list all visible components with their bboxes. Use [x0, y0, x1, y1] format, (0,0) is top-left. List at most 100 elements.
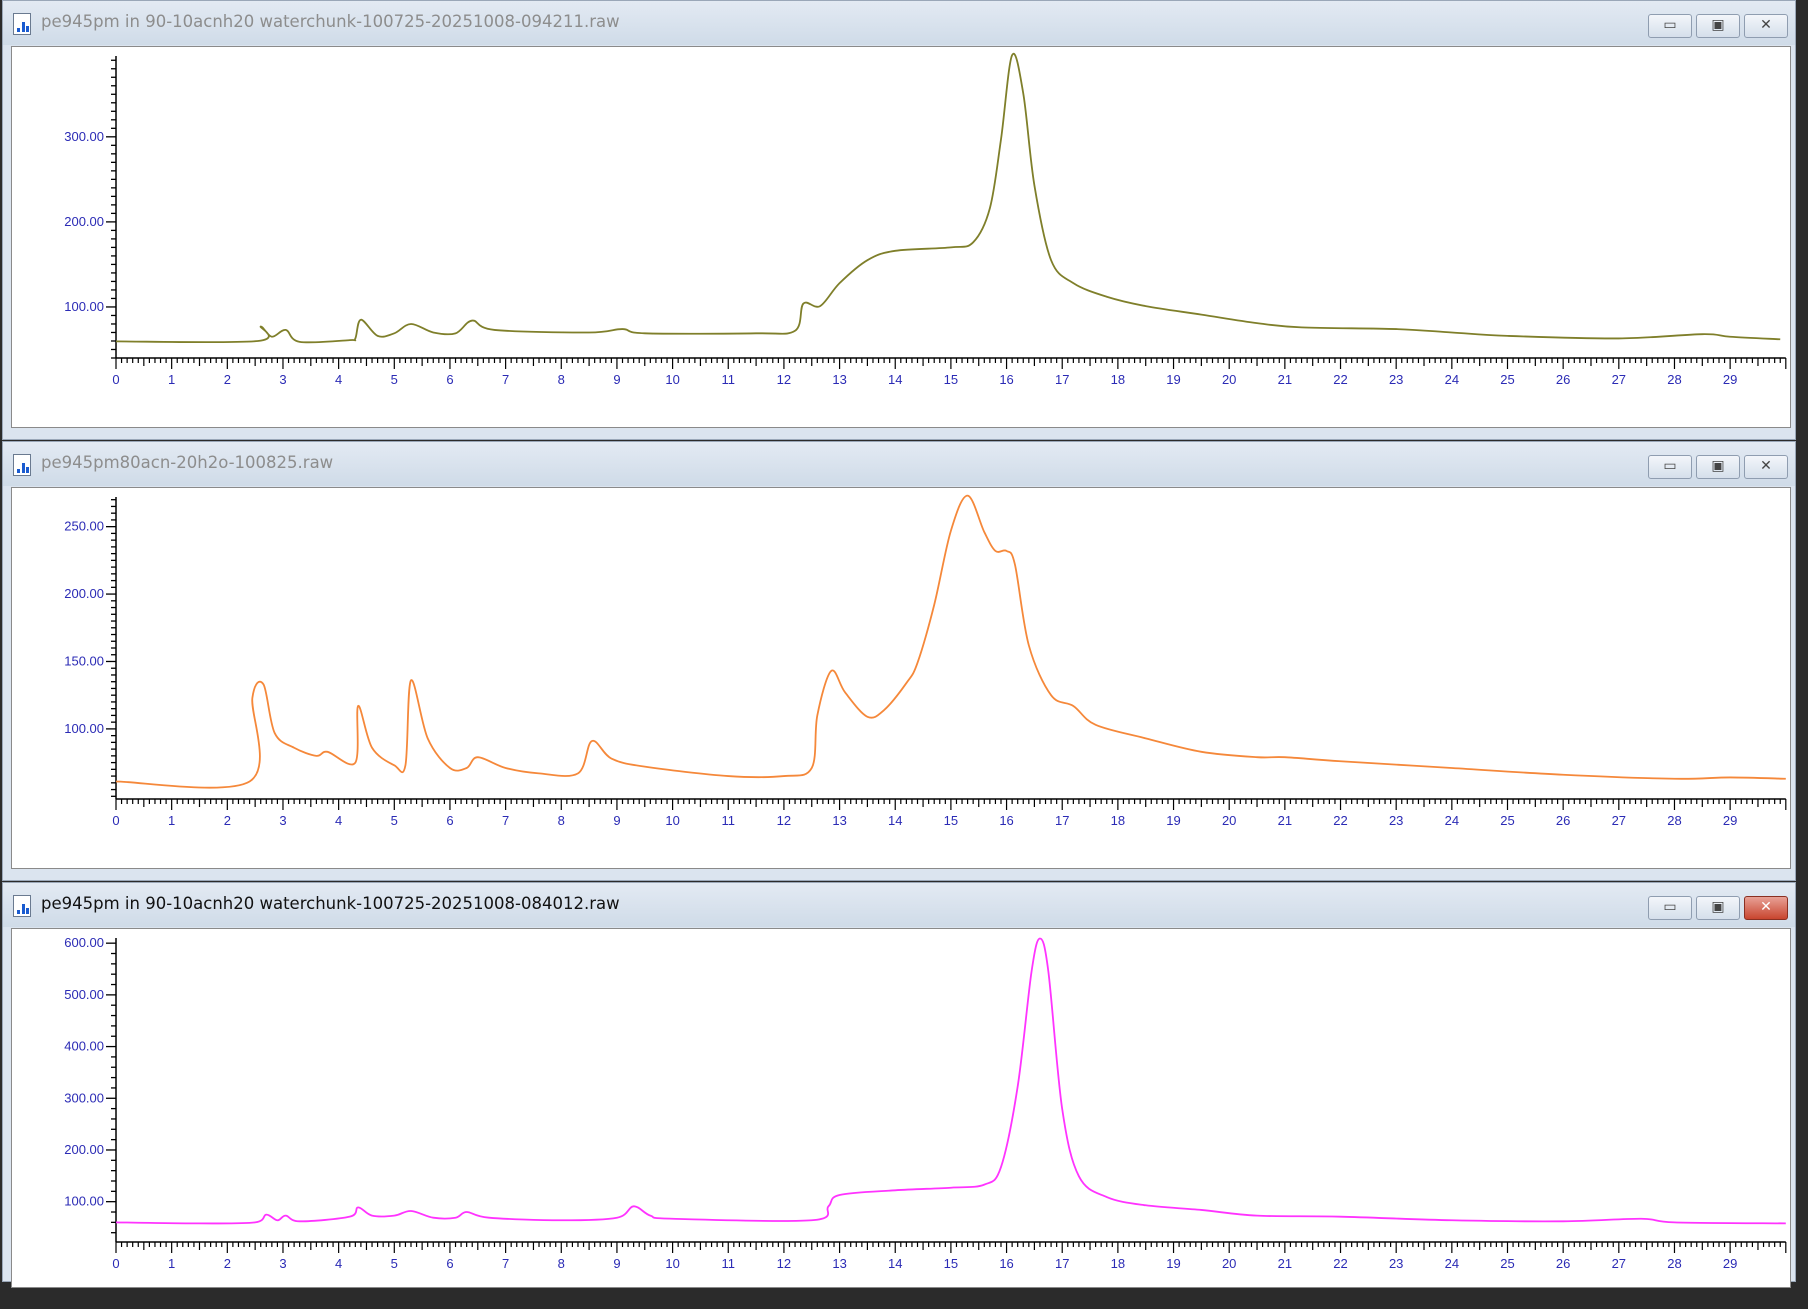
x-tick-label: 25 — [1500, 813, 1514, 828]
x-tick-label: 28 — [1667, 372, 1681, 387]
y-tick-label: 100.00 — [64, 1194, 104, 1209]
x-tick-label: 15 — [944, 813, 958, 828]
x-tick-label: 5 — [391, 372, 398, 387]
x-tick-label: 12 — [777, 1256, 791, 1271]
x-tick-label: 4 — [335, 1256, 342, 1271]
x-tick-label: 15 — [944, 372, 958, 387]
x-tick-label: 23 — [1389, 813, 1403, 828]
y-tick-label: 100.00 — [64, 721, 104, 736]
maximize-icon: ▣ — [1711, 458, 1725, 474]
close-button[interactable]: ✕ — [1744, 455, 1788, 479]
title-bar[interactable]: pe945pm in 90-10acnh20 waterchunk-100725… — [3, 1, 1795, 45]
x-tick-label: 23 — [1389, 372, 1403, 387]
x-tick-label: 7 — [502, 372, 509, 387]
x-tick-label: 20 — [1222, 1256, 1236, 1271]
x-tick-label: 1 — [168, 813, 175, 828]
maximize-button[interactable]: ▣ — [1696, 455, 1740, 479]
x-tick-label: 12 — [777, 813, 791, 828]
x-tick-label: 22 — [1333, 1256, 1347, 1271]
chromatogram-trace — [115, 52, 1781, 344]
x-tick-label: 0 — [112, 372, 119, 387]
minimize-icon: ▭ — [1663, 17, 1677, 33]
x-tick-label: 0 — [112, 1256, 119, 1271]
x-tick-label: 17 — [1055, 813, 1069, 828]
x-tick-label: 14 — [888, 813, 902, 828]
x-tick-label: 20 — [1222, 372, 1236, 387]
minimize-button[interactable]: ▭ — [1648, 14, 1692, 38]
x-tick-label: 28 — [1667, 813, 1681, 828]
x-tick-label: 27 — [1612, 372, 1626, 387]
x-tick-label: 29 — [1723, 372, 1737, 387]
maximize-button[interactable]: ▣ — [1696, 14, 1740, 38]
x-tick-label: 1 — [168, 372, 175, 387]
x-tick-label: 9 — [613, 372, 620, 387]
x-tick-label: 14 — [888, 372, 902, 387]
x-tick-label: 10 — [665, 1256, 679, 1271]
x-tick-label: 26 — [1556, 1256, 1570, 1271]
y-tick-label: 100.00 — [64, 299, 104, 314]
x-tick-label: 4 — [335, 372, 342, 387]
x-tick-label: 17 — [1055, 372, 1069, 387]
x-tick-label: 6 — [446, 1256, 453, 1271]
x-tick-label: 9 — [613, 1256, 620, 1271]
x-tick-label: 21 — [1278, 372, 1292, 387]
x-tick-label: 5 — [391, 1256, 398, 1271]
chart-area: 100.00 150.00 200.00 250.00 0 1 2 3 4 5 6 7 8 9 10 11 12… — [11, 487, 1791, 869]
x-tick-label: 3 — [279, 1256, 286, 1271]
x-tick-label: 29 — [1723, 813, 1737, 828]
y-tick-label: 150.00 — [64, 653, 104, 668]
minimize-icon: ▭ — [1663, 899, 1677, 915]
close-button[interactable]: ✕ — [1744, 14, 1788, 38]
x-tick-label: 6 — [446, 813, 453, 828]
x-tick-label: 22 — [1333, 372, 1347, 387]
y-tick-label: 300.00 — [64, 1090, 104, 1105]
y-tick-label: 400.00 — [64, 1039, 104, 1054]
minimize-icon: ▭ — [1663, 458, 1677, 474]
x-tick-label: 26 — [1556, 372, 1570, 387]
x-tick-label: 29 — [1723, 1256, 1737, 1271]
x-tick-label: 21 — [1278, 813, 1292, 828]
x-tick-label: 12 — [777, 372, 791, 387]
chromatogram-file-icon — [13, 454, 31, 476]
x-tick-label: 25 — [1500, 1256, 1514, 1271]
x-tick-label: 7 — [502, 813, 509, 828]
y-tick-label: 200.00 — [64, 586, 104, 601]
minimize-button[interactable]: ▭ — [1648, 896, 1692, 920]
maximize-button[interactable]: ▣ — [1696, 896, 1740, 920]
x-tick-label: 6 — [446, 372, 453, 387]
x-tick-label: 16 — [999, 813, 1013, 828]
title-bar[interactable]: pe945pm in 90-10acnh20 waterchunk-100725… — [3, 883, 1795, 927]
y-tick-label: 500.00 — [64, 987, 104, 1002]
x-tick-label: 21 — [1278, 1256, 1292, 1271]
x-tick-label: 14 — [888, 1256, 902, 1271]
window-title: pe945pm80acn-20h2o-100825.raw — [41, 453, 334, 472]
x-tick-label: 5 — [391, 813, 398, 828]
chart-area: 100.00 200.00 300.00 400.00 500.00 600.00 0 1 2 3… — [11, 928, 1791, 1288]
x-tick-label: 13 — [832, 813, 846, 828]
minimize-button[interactable]: ▭ — [1648, 455, 1692, 479]
x-tick-label: 27 — [1612, 1256, 1626, 1271]
chromatogram-window-3: pe945pm in 90-10acnh20 waterchunk-100725… — [2, 882, 1796, 1288]
y-tick-label: 200.00 — [64, 214, 104, 229]
close-button[interactable]: ✕ — [1744, 896, 1788, 920]
y-tick-label: 250.00 — [64, 519, 104, 534]
chromatogram-trace — [115, 937, 1786, 1225]
x-tick-label: 3 — [279, 813, 286, 828]
close-icon: ✕ — [1760, 899, 1772, 915]
close-icon: ✕ — [1760, 458, 1772, 474]
x-tick-label: 18 — [1111, 813, 1125, 828]
x-tick-label: 16 — [999, 372, 1013, 387]
x-tick-label: 2 — [224, 1256, 231, 1271]
x-tick-label: 0 — [112, 813, 119, 828]
chromatogram-file-icon — [13, 13, 31, 35]
x-tick-label: 15 — [944, 1256, 958, 1271]
y-tick-label: 300.00 — [64, 129, 104, 144]
x-tick-label: 7 — [502, 1256, 509, 1271]
x-tick-label: 19 — [1166, 1256, 1180, 1271]
title-bar[interactable]: pe945pm80acn-20h2o-100825.raw ▭ ▣ ✕ — [3, 442, 1795, 486]
x-tick-label: 8 — [558, 1256, 565, 1271]
x-tick-label: 22 — [1333, 813, 1347, 828]
